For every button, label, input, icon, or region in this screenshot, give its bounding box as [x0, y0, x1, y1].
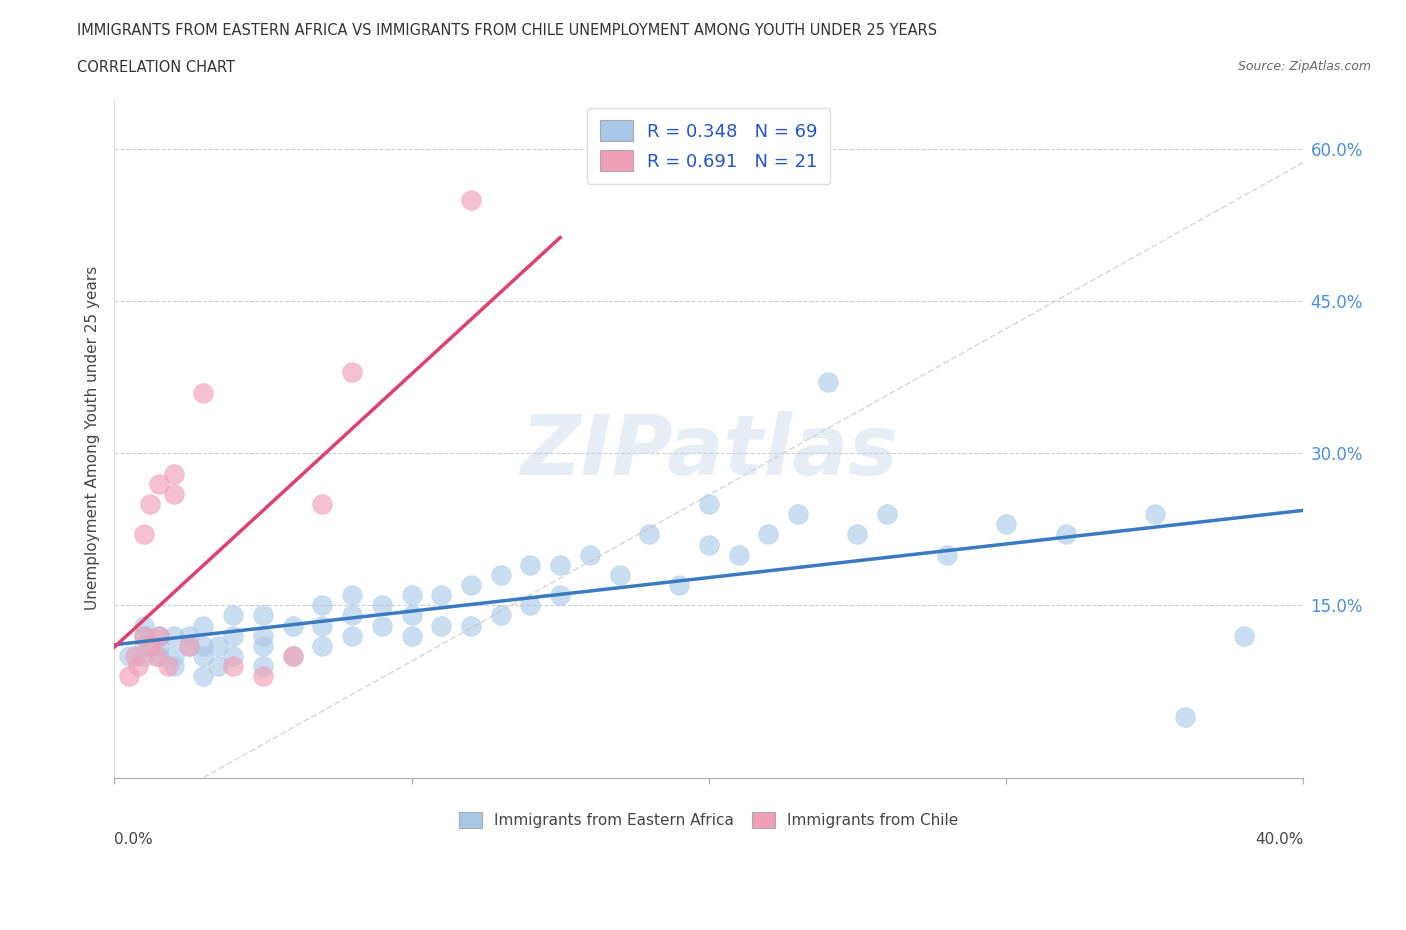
Point [252, 608, 274, 623]
Point [489, 608, 512, 623]
Point [548, 588, 571, 603]
Point [139, 638, 162, 653]
Point [311, 598, 333, 613]
Point [638, 527, 661, 542]
Point [148, 629, 170, 644]
Point [489, 567, 512, 582]
Point [118, 669, 141, 684]
Point [430, 618, 453, 633]
Point [281, 618, 304, 633]
Point [787, 507, 810, 522]
Point [311, 638, 333, 653]
Point [207, 638, 229, 653]
Point [124, 648, 146, 663]
Point [132, 629, 155, 644]
Point [340, 588, 363, 603]
Point [609, 567, 631, 582]
Text: Source: ZipAtlas.com: Source: ZipAtlas.com [1237, 60, 1371, 73]
Point [193, 648, 215, 663]
Point [817, 375, 839, 390]
Point [876, 507, 898, 522]
Point [1054, 527, 1077, 542]
Text: ZIPatlas: ZIPatlas [520, 411, 898, 492]
Point [177, 629, 200, 644]
Point [281, 648, 304, 663]
Point [697, 538, 720, 552]
Point [148, 629, 170, 644]
Point [193, 638, 215, 653]
Point [430, 588, 453, 603]
Point [846, 527, 869, 542]
Point [1233, 629, 1256, 644]
Point [222, 658, 245, 673]
Point [697, 497, 720, 512]
Point [935, 547, 957, 562]
Point [252, 638, 274, 653]
Point [995, 517, 1018, 532]
Point [132, 618, 155, 633]
Point [371, 618, 394, 633]
Point [252, 658, 274, 673]
Point [132, 648, 155, 663]
Text: IMMIGRANTS FROM EASTERN AFRICA VS IMMIGRANTS FROM CHILE UNEMPLOYMENT AMONG YOUTH: IMMIGRANTS FROM EASTERN AFRICA VS IMMIGR… [77, 23, 938, 38]
Point [193, 385, 215, 400]
Point [727, 547, 749, 562]
Point [548, 557, 571, 572]
Point [311, 497, 333, 512]
Point [139, 497, 162, 512]
Point [222, 629, 245, 644]
Point [252, 669, 274, 684]
Point [148, 648, 170, 663]
Point [118, 648, 141, 663]
Point [222, 648, 245, 663]
Point [519, 598, 541, 613]
Point [163, 648, 186, 663]
Point [163, 629, 186, 644]
Point [371, 598, 394, 613]
Y-axis label: Unemployment Among Youth under 25 years: Unemployment Among Youth under 25 years [86, 266, 100, 610]
Point [222, 608, 245, 623]
Point [132, 629, 155, 644]
Point [1173, 710, 1195, 724]
Point [340, 365, 363, 379]
Point [460, 193, 482, 207]
Point [127, 658, 149, 673]
Point [145, 648, 167, 663]
Point [340, 629, 363, 644]
Point [156, 658, 179, 673]
Point [519, 557, 541, 572]
Point [340, 608, 363, 623]
Point [207, 658, 229, 673]
Point [163, 466, 186, 481]
Text: CORRELATION CHART: CORRELATION CHART [77, 60, 235, 75]
Point [177, 638, 200, 653]
Point [132, 638, 155, 653]
Point [311, 618, 333, 633]
Point [401, 629, 423, 644]
Point [193, 618, 215, 633]
Point [668, 578, 690, 592]
Point [1143, 507, 1166, 522]
Point [460, 578, 482, 592]
Text: 0.0%: 0.0% [114, 832, 153, 847]
Point [401, 588, 423, 603]
Text: 40.0%: 40.0% [1256, 832, 1303, 847]
Point [148, 638, 170, 653]
Point [460, 618, 482, 633]
Point [193, 669, 215, 684]
Point [579, 547, 602, 562]
Legend: Immigrants from Eastern Africa, Immigrants from Chile: Immigrants from Eastern Africa, Immigran… [453, 806, 965, 834]
Point [756, 527, 779, 542]
Point [281, 648, 304, 663]
Point [401, 608, 423, 623]
Point [163, 658, 186, 673]
Point [148, 476, 170, 491]
Point [252, 629, 274, 644]
Point [163, 486, 186, 501]
Point [132, 527, 155, 542]
Point [177, 638, 200, 653]
